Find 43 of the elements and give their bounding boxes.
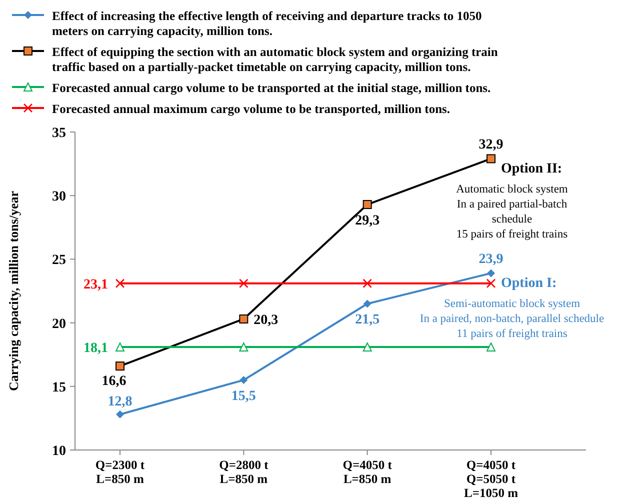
y-tick-label: 15 [52, 380, 66, 396]
point [115, 278, 125, 288]
x-tick-label: Q=2300 t L=850 m [95, 458, 146, 486]
point [116, 342, 124, 352]
annotation: Option I: Semi-automatic block system In a paired, non-batch, parallel schedule 11 pairs of freight trains [420, 276, 604, 340]
point [240, 376, 248, 384]
data-label: 23,9 [478, 252, 504, 268]
point [487, 269, 495, 278]
y-tick-label: 10 [52, 444, 66, 459]
legend-label: Forecasted annual maximum cargo volume to be transported, million tons. [52, 102, 450, 116]
x-tick-label: Q=4050 t L=850 m [342, 458, 393, 486]
legend-label: Effect of equipping the section with an automatic block system and organizing train traffic based on a partially-packet timetable on carrying capacity, million tons. [52, 45, 498, 74]
data-label: 16,6 [102, 374, 126, 390]
point [363, 300, 372, 308]
y-axis-title: Carrying capacity, million tons/year [6, 190, 21, 392]
data-label: 21,5 [355, 312, 380, 328]
annotation: Option II: Automatic block system In a paired partial-batch schedule 15 pairs of freight trains [456, 162, 568, 241]
y-tick-label: 35 [52, 126, 66, 141]
data-label: 15,5 [231, 389, 256, 404]
point [486, 342, 496, 352]
y-tick-label: 25 [52, 253, 66, 268]
legend-label: Effect of increasing the effective length of receiving and departure tracks to 1050 meters on carrying capacity, million tons. [52, 9, 482, 38]
y-tick-label: 20 [52, 316, 66, 332]
point [486, 154, 496, 164]
point [239, 278, 248, 288]
x-tick-label: Q=2800 t L=850 m [219, 458, 270, 486]
point [116, 410, 124, 418]
point [239, 342, 248, 352]
point [362, 200, 372, 210]
x-tick-label: Q=4050 t Q=5050 t L=1050 m [464, 458, 519, 500]
legend-label: Forecasted annual cargo volume to be transported at the initial stage, million tons. [52, 81, 491, 95]
point [362, 278, 372, 288]
data-label: 29,3 [355, 214, 380, 229]
data-label: 23,1 [84, 277, 108, 292]
point [362, 342, 372, 352]
data-label: 12,8 [108, 394, 132, 410]
point [239, 314, 248, 324]
data-label: 18,1 [84, 340, 108, 356]
data-label: 32,9 [478, 138, 504, 153]
point [116, 362, 124, 371]
point [486, 278, 496, 288]
y-tick-label: 30 [52, 190, 66, 205]
data-label: 20,3 [254, 312, 278, 328]
